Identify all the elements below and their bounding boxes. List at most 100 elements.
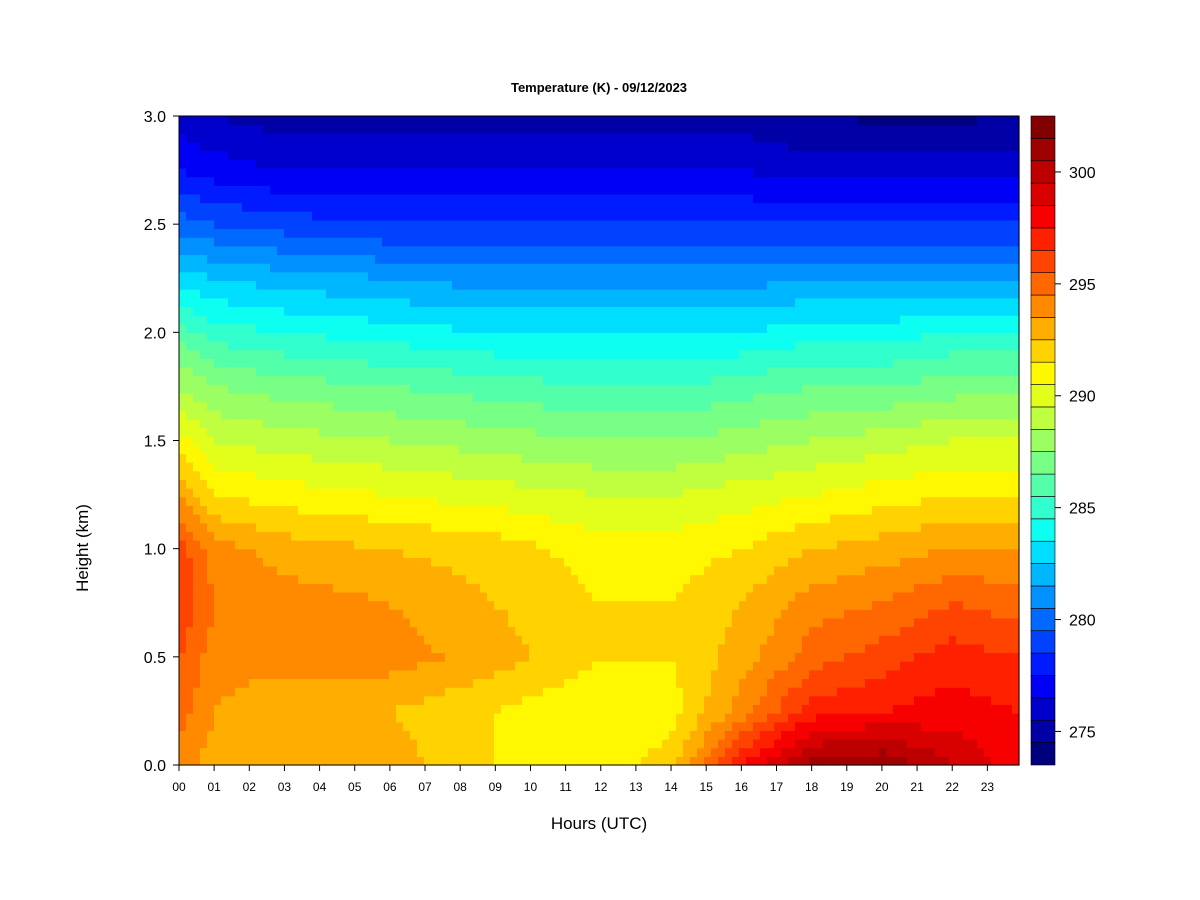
heatmap-cell xyxy=(599,739,607,749)
heatmap-cell xyxy=(578,427,586,437)
heatmap-cell xyxy=(424,116,432,126)
heatmap-cell xyxy=(424,739,432,749)
heatmap-cell xyxy=(543,548,551,558)
heatmap-cell xyxy=(361,323,369,333)
heatmap-cell xyxy=(270,427,278,437)
heatmap-cell xyxy=(277,133,285,143)
heatmap-cell xyxy=(312,583,320,593)
heatmap-cell xyxy=(396,427,404,437)
heatmap-cell xyxy=(319,462,327,472)
heatmap-cell xyxy=(235,392,243,403)
heatmap-cell xyxy=(326,254,334,264)
heatmap-cell xyxy=(564,133,572,143)
heatmap-cell xyxy=(354,349,362,359)
heatmap-cell xyxy=(431,176,439,186)
heatmap-cell xyxy=(375,470,383,481)
heatmap-cell xyxy=(578,280,586,290)
heatmap-cell xyxy=(487,730,495,740)
heatmap-cell xyxy=(473,721,481,731)
heatmap-cell xyxy=(634,297,642,307)
heatmap-cell xyxy=(221,730,229,740)
heatmap-cell xyxy=(291,522,299,532)
heatmap-cell xyxy=(368,185,376,195)
heatmap-cell xyxy=(375,479,383,489)
heatmap-cell xyxy=(494,453,502,463)
heatmap-cell xyxy=(242,565,250,576)
heatmap-cell xyxy=(347,548,355,558)
heatmap-cell xyxy=(382,531,390,541)
heatmap-cell xyxy=(501,756,509,766)
heatmap-cell xyxy=(508,531,516,541)
heatmap-cell xyxy=(263,565,271,576)
heatmap-cell xyxy=(557,176,565,186)
heatmap-cell xyxy=(592,635,600,645)
heatmap-cell xyxy=(410,505,418,515)
heatmap-cell xyxy=(193,116,201,126)
heatmap-cell xyxy=(298,306,306,316)
heatmap-cell xyxy=(550,687,558,697)
heatmap-cell xyxy=(564,436,572,446)
heatmap-cell xyxy=(473,635,481,645)
heatmap-cell xyxy=(186,306,194,316)
heatmap-cell xyxy=(445,427,453,437)
heatmap-cell xyxy=(333,116,341,126)
heatmap-cell xyxy=(382,245,390,256)
heatmap-cell xyxy=(193,228,201,238)
heatmap-cell xyxy=(613,453,621,463)
heatmap-cell xyxy=(620,713,628,723)
heatmap-cell xyxy=(207,254,215,264)
heatmap-cell xyxy=(242,185,250,195)
heatmap-cell xyxy=(319,150,327,160)
heatmap-cell xyxy=(522,479,530,489)
heatmap-cell xyxy=(305,635,313,645)
heatmap-cell xyxy=(480,514,488,524)
heatmap-cell xyxy=(375,193,383,204)
heatmap-cell xyxy=(333,488,341,498)
heatmap-cell xyxy=(235,652,243,662)
heatmap-cell xyxy=(424,704,432,714)
heatmap-cell xyxy=(242,626,250,636)
heatmap-cell xyxy=(620,306,628,316)
heatmap-cell xyxy=(494,669,502,680)
heatmap-cell xyxy=(487,392,495,403)
heatmap-cell xyxy=(319,193,327,204)
heatmap-cell xyxy=(249,609,257,619)
heatmap-cell xyxy=(508,470,516,481)
heatmap-cell xyxy=(522,661,530,671)
heatmap-cell xyxy=(354,591,362,602)
heatmap-cell xyxy=(452,661,460,671)
heatmap-cell xyxy=(354,116,362,126)
heatmap-cell xyxy=(319,496,327,506)
heatmap-cell xyxy=(557,444,565,455)
heatmap-cell xyxy=(606,340,614,351)
heatmap-cell xyxy=(424,687,432,697)
heatmap-cell xyxy=(550,410,558,420)
heatmap-cell xyxy=(263,349,271,359)
heatmap-cell xyxy=(578,462,586,472)
heatmap-cell xyxy=(599,531,607,541)
heatmap-cell xyxy=(382,635,390,645)
heatmap-cell xyxy=(333,661,341,671)
heatmap-cell xyxy=(333,565,341,576)
heatmap-cell xyxy=(480,505,488,515)
heatmap-cell xyxy=(641,436,649,446)
heatmap-cell xyxy=(557,540,565,550)
heatmap-cell xyxy=(256,730,264,740)
heatmap-cell xyxy=(529,124,537,134)
heatmap-cell xyxy=(564,661,572,671)
heatmap-cell xyxy=(529,436,537,446)
heatmap-cell xyxy=(480,583,488,593)
heatmap-cell xyxy=(382,453,390,463)
heatmap-cell xyxy=(249,505,257,515)
heatmap-cell xyxy=(417,245,425,256)
heatmap-cell xyxy=(564,263,572,273)
heatmap-cell xyxy=(228,315,236,325)
heatmap-cell xyxy=(466,531,474,541)
heatmap-cell xyxy=(200,280,208,290)
heatmap-cell xyxy=(256,401,264,411)
heatmap-cell xyxy=(368,643,376,654)
heatmap-cell xyxy=(270,436,278,446)
heatmap-cell xyxy=(340,392,348,403)
heatmap-cell xyxy=(571,176,579,186)
heatmap-cell xyxy=(200,219,208,230)
